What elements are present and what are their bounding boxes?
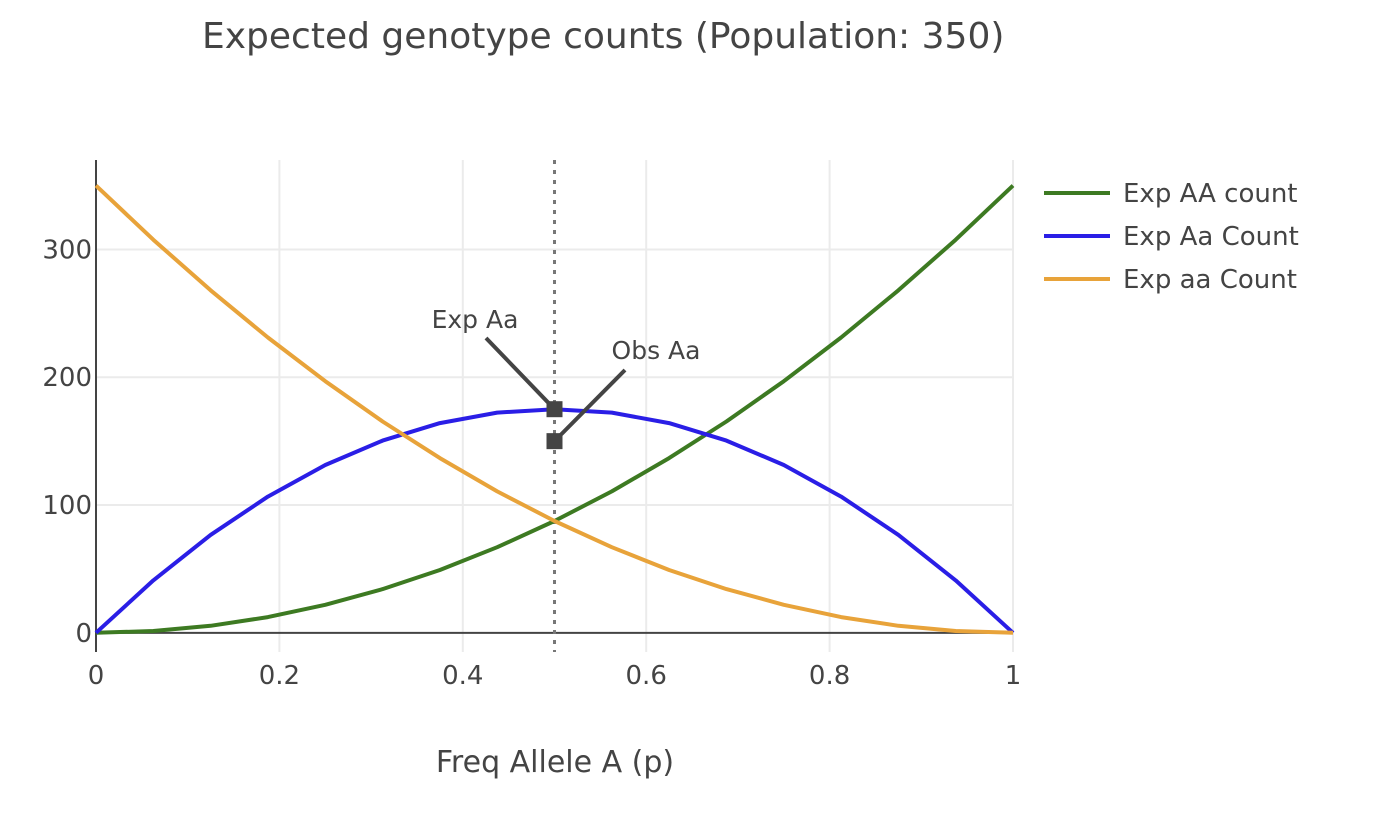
- y-tick-labels: 0 100 200 300: [42, 235, 92, 648]
- annotation-marker: [546, 401, 563, 418]
- annotation-arrow: [553, 368, 627, 443]
- series-line-3: [94, 184, 1014, 635]
- y-tick-label: 200: [42, 363, 92, 393]
- x-tick-label: 0: [88, 661, 105, 691]
- x-axis-title: Freq Allele A (p): [436, 745, 674, 780]
- x-tick-label: 0.2: [259, 661, 300, 691]
- x-tick-labels: 0 0.2 0.4 0.6 0.8 1: [88, 661, 1022, 691]
- legend: Exp AA count Exp Aa Count Exp aa Count: [1044, 179, 1299, 295]
- x-tick-label: 0.4: [442, 661, 483, 691]
- x-tick-label: 1: [1005, 661, 1022, 691]
- y-tick-label: 100: [42, 491, 92, 521]
- legend-item-label: Exp AA count: [1123, 179, 1298, 209]
- x-tick-label: 0.8: [809, 661, 850, 691]
- x-tick-label: 0.6: [626, 661, 667, 691]
- legend-item-label: Exp Aa Count: [1123, 222, 1299, 252]
- annotations: Exp Aa Obs Aa: [432, 305, 701, 450]
- legend-item-label: Exp aa Count: [1123, 265, 1297, 295]
- chart-title: Expected genotype counts (Population: 35…: [202, 16, 1004, 57]
- annotation-label: Exp Aa: [432, 305, 519, 334]
- y-tick-label: 300: [42, 235, 92, 265]
- annotation-label: Obs Aa: [612, 336, 701, 365]
- annotation-marker: [546, 433, 563, 450]
- annotation-arrow: [484, 336, 556, 411]
- grid-lines: [96, 160, 1014, 652]
- y-tick-label: 0: [75, 619, 92, 649]
